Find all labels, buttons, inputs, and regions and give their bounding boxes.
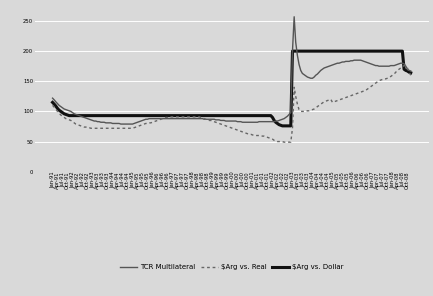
- Legend: TCR Multilateral, $Arg vs. Real, $Arg vs. Dollar: TCR Multilateral, $Arg vs. Real, $Arg vs…: [117, 261, 346, 273]
